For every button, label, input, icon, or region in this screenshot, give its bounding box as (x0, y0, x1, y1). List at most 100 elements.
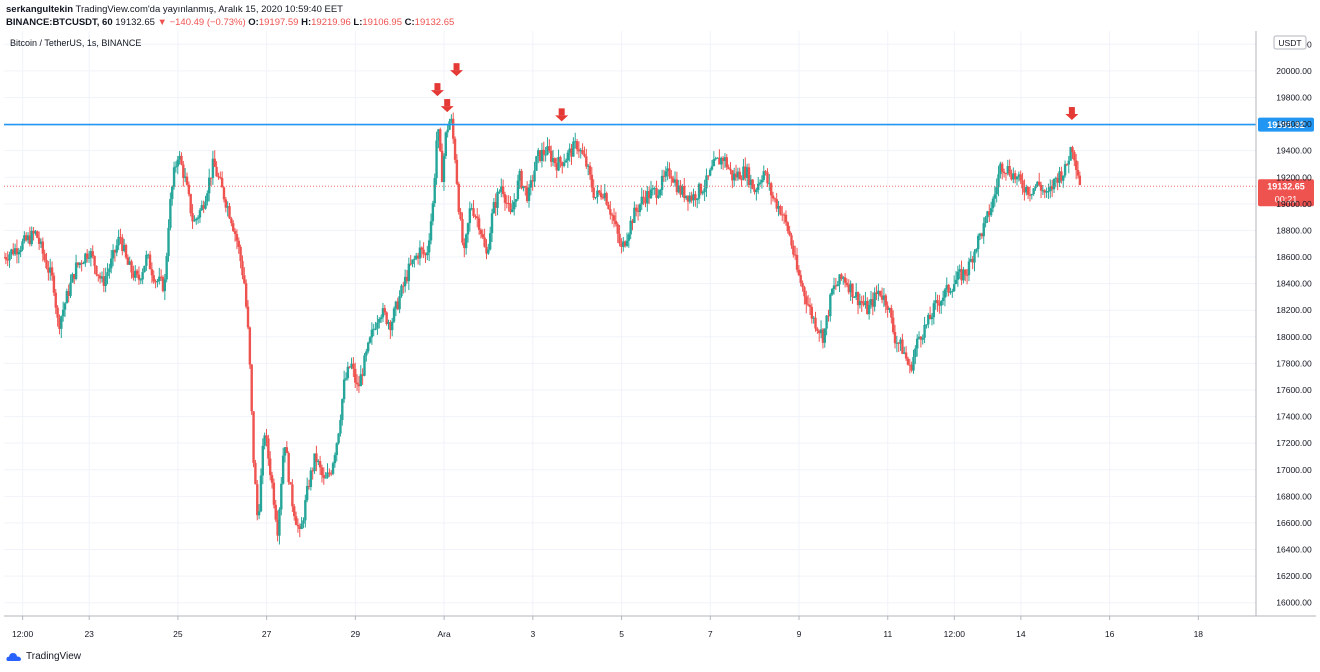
candle-body (867, 304, 871, 315)
down-arrow-icon (1065, 107, 1079, 121)
candle-body (923, 324, 926, 338)
candle-body (468, 208, 472, 224)
candle-body (4, 257, 8, 260)
candle-body (838, 274, 841, 285)
candle-body (67, 291, 70, 296)
candle-body (287, 453, 290, 483)
candle-body (657, 195, 660, 198)
candle-body (100, 276, 104, 279)
candle-body (318, 461, 322, 468)
candle-body (71, 274, 74, 283)
currency-badge[interactable]: USDT (1273, 35, 1307, 50)
candle-body (176, 159, 179, 167)
x-tick-label: 16 (1105, 629, 1115, 639)
candle-body (638, 204, 642, 212)
candle-body (710, 166, 714, 170)
candle-body (583, 153, 586, 157)
candle-body (718, 157, 721, 165)
candle-body (542, 149, 545, 155)
arrow-head (430, 90, 444, 97)
candle-body (237, 240, 240, 247)
candle-body (313, 453, 316, 472)
candle-body (1056, 177, 1059, 183)
candle-body (605, 193, 608, 205)
candle-body (427, 240, 431, 253)
candle-body (159, 276, 163, 278)
y-tick-label: 17800.00 (1276, 358, 1312, 368)
candle-body (84, 253, 87, 264)
high-value: 19219.96 (311, 17, 351, 28)
candle-body (806, 304, 810, 306)
candle-body (984, 217, 987, 224)
candle-body (156, 281, 159, 283)
resistance-level[interactable]: 19595.92 19132.65 00:21 (4, 117, 1314, 207)
candle-body (940, 301, 943, 306)
y-tick-label: 17600.00 (1276, 385, 1312, 395)
tradingview-brand[interactable]: TradingView (6, 651, 81, 662)
candle-body (775, 199, 778, 209)
candle-body (751, 179, 754, 189)
candle-body (686, 195, 690, 202)
candle-body (566, 152, 570, 161)
candle-body (219, 177, 222, 179)
resistance-price-label: 19595.92 (1267, 120, 1305, 130)
candle-body (270, 475, 274, 483)
candle-body (792, 245, 795, 255)
candle-body (586, 165, 590, 167)
candle-body (653, 188, 656, 190)
open-label: O: (248, 17, 259, 28)
author-name[interactable]: serkangultekin (6, 4, 74, 15)
candle-body (243, 275, 246, 284)
candle-body (553, 158, 557, 164)
candle-body (696, 198, 699, 201)
x-tick-label: 3 (530, 629, 535, 639)
candle-body (588, 165, 592, 175)
candle-body (39, 241, 43, 244)
candle-body (736, 171, 740, 178)
candle-body (1049, 186, 1052, 192)
candle-body (1004, 173, 1008, 175)
candle-body (910, 364, 913, 371)
candle-body (496, 191, 499, 208)
candle-body (479, 229, 483, 235)
candle-body (459, 212, 462, 220)
candle-body (549, 150, 553, 162)
candle-body (444, 132, 448, 156)
candle-body (268, 458, 272, 476)
candle-body (782, 214, 786, 216)
candle-body (627, 234, 631, 241)
candle-body (1041, 190, 1045, 192)
brand-label: TradingView (26, 651, 82, 662)
candle-body (309, 470, 313, 487)
candle-body (13, 248, 17, 255)
candle-body (485, 246, 488, 254)
candle-body (849, 283, 852, 293)
candle-body (148, 254, 152, 270)
candle-body (281, 455, 285, 484)
candle-body (509, 203, 512, 213)
candle-body (143, 265, 146, 273)
candle-body (180, 155, 183, 165)
price-chart[interactable]: 19595.92 19132.65 00:21 16000.00 16200.00 16… (4, 31, 1316, 661)
currency-badge-box (1273, 35, 1307, 50)
candle-body (82, 263, 85, 265)
candle-body (374, 328, 377, 330)
candle-body (501, 186, 505, 195)
candle-body (202, 205, 205, 209)
candle-body (616, 224, 619, 234)
candle-body (10, 249, 13, 255)
candle-body (370, 329, 374, 338)
candle-body (884, 295, 887, 306)
candle-body (762, 171, 765, 180)
candle-body (293, 506, 296, 517)
candle-body (226, 206, 229, 208)
x-tick-label: 9 (797, 629, 802, 639)
candle-body (697, 183, 701, 199)
y-tick-label: 16400.00 (1276, 545, 1312, 555)
candle-body (943, 289, 947, 298)
candle-body (1012, 173, 1015, 180)
candle-body (827, 315, 830, 317)
candle-body (204, 201, 207, 209)
candle-body (280, 483, 283, 510)
candle-body (60, 316, 63, 329)
